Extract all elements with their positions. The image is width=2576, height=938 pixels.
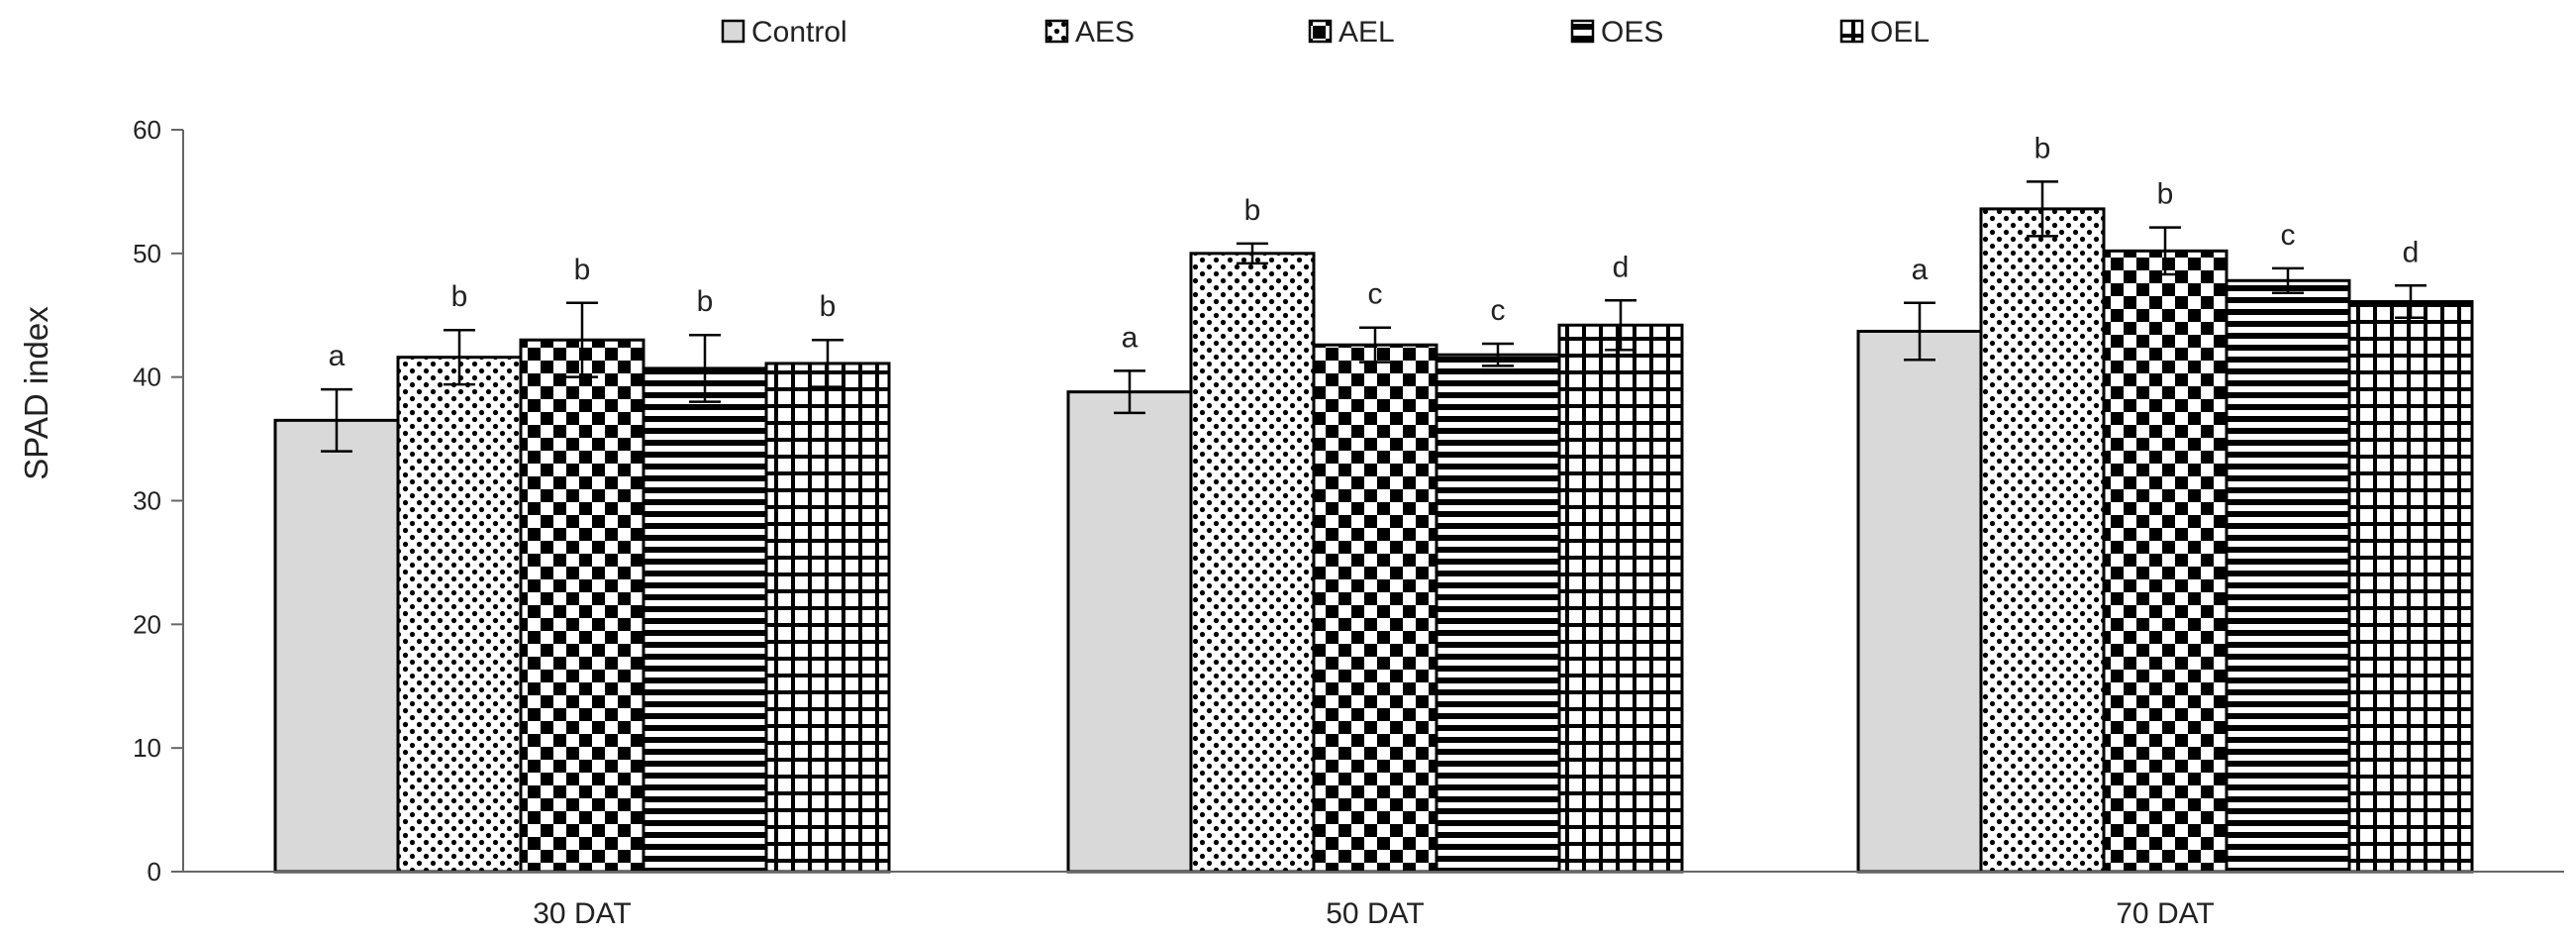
y-tick-label: 50 [133, 239, 161, 268]
bar-oes-70-dat [2225, 278, 2351, 874]
legend: Control AES AEL OES OEL [721, 16, 1930, 49]
significance-letter: c [1491, 294, 1506, 327]
y-axis-title: SPAD index [18, 306, 54, 480]
x-tick-label-70-dat: 70 DAT [2116, 897, 2214, 930]
y-tick-label: 0 [148, 857, 161, 886]
significance-letter: b [697, 285, 714, 318]
bars: a a a b b b b c b b c c b d d [273, 132, 2474, 874]
y-tick-label: 30 [133, 486, 161, 516]
bar-ael-70-dat [2102, 249, 2229, 874]
x-axis: 30 DAT 50 DAT 70 DAT [183, 871, 2564, 930]
significance-letter: b [820, 290, 837, 323]
significance-letter: c [2281, 219, 2296, 252]
y-tick-label: 10 [133, 733, 161, 763]
bar-control-30-dat [273, 418, 400, 874]
significance-letter: b [2034, 132, 2051, 164]
significance-letter: d [1613, 251, 1630, 283]
legend-item-oel: OEL [1839, 16, 1930, 49]
bar-oes-50-dat [1435, 353, 1561, 874]
y-tick-label: 40 [133, 363, 161, 392]
significance-letter: b [2157, 178, 2174, 211]
bar-ael-50-dat [1312, 343, 1438, 874]
bar-aes-50-dat [1189, 252, 1316, 874]
bar-oes-30-dat [642, 366, 768, 874]
bar-control-70-dat [1856, 329, 1983, 874]
legend-swatch [1308, 19, 1333, 44]
y-tick-label: 60 [133, 115, 161, 145]
y-tick-label: 20 [133, 609, 161, 639]
legend-label: Control [751, 16, 847, 49]
legend-label: AEL [1338, 16, 1395, 49]
significance-letter: c [1368, 278, 1383, 311]
legend-label: OES [1601, 16, 1663, 49]
legend-item-oes: OES [1570, 16, 1663, 49]
legend-item-control: Control [721, 16, 847, 49]
significance-letter: a [1912, 254, 1929, 286]
x-tick-label-50-dat: 50 DAT [1326, 897, 1424, 930]
legend-label: OEL [1870, 16, 1930, 49]
significance-letter: a [329, 340, 346, 372]
x-tick-label-30-dat: 30 DAT [533, 897, 631, 930]
legend-swatch [1570, 19, 1595, 44]
significance-letter: a [1122, 321, 1139, 354]
bar-control-50-dat [1066, 390, 1193, 874]
legend-swatch [1839, 19, 1864, 44]
significance-letter: b [1244, 194, 1261, 227]
bar-aes-30-dat [396, 356, 523, 874]
legend-item-aes: AES [1044, 16, 1135, 49]
significance-letter: d [2403, 236, 2420, 268]
bar-aes-70-dat [1979, 207, 2106, 874]
bar-oel-70-dat [2347, 300, 2474, 874]
y-axis: 0 10 20 30 40 50 60 [133, 115, 184, 886]
significance-letter: b [574, 254, 591, 286]
legend-item-ael: AEL [1308, 16, 1395, 49]
bar-oel-30-dat [764, 362, 891, 874]
significance-letter: b [451, 280, 468, 313]
legend-swatch [721, 19, 745, 44]
legend-label: AES [1075, 16, 1135, 49]
legend-swatch [1044, 19, 1069, 44]
bar-oel-50-dat [1557, 323, 1684, 874]
bar-ael-30-dat [519, 338, 645, 874]
